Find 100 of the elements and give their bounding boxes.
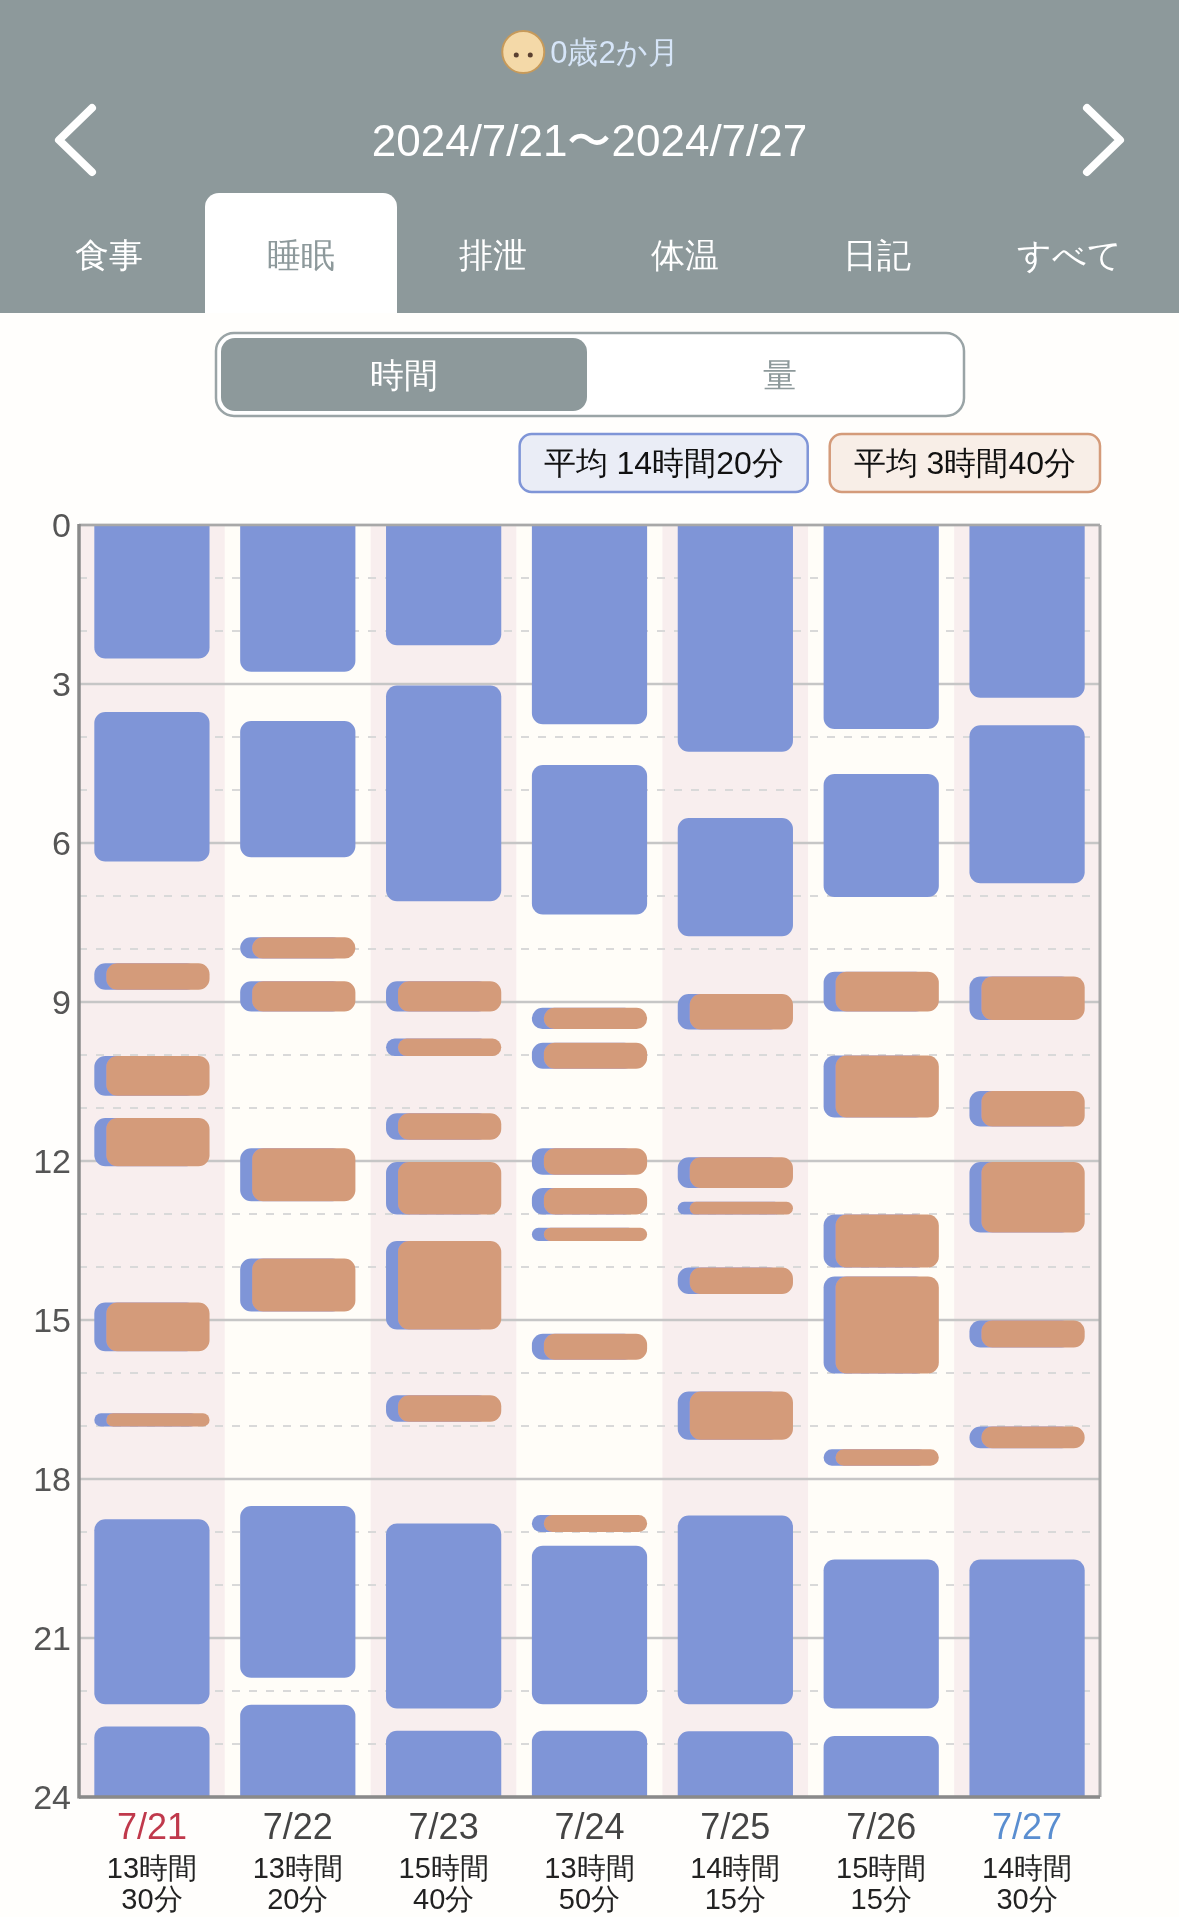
y-tick-label: 24 [33, 1778, 71, 1816]
bar [94, 1519, 210, 1705]
bar [240, 1704, 356, 1797]
bar [543, 1515, 648, 1532]
bar [835, 1214, 939, 1268]
bar [981, 1426, 1085, 1449]
bar [94, 525, 210, 659]
bar [981, 1162, 1085, 1233]
tab-selected: 睡眠 [205, 193, 397, 313]
bar [531, 1730, 648, 1797]
bar [398, 981, 502, 1012]
y-tick-label: 15 [33, 1301, 71, 1339]
y-tick-label: 3 [52, 665, 71, 703]
bar [531, 1545, 648, 1705]
tab-label: 食事 [75, 236, 143, 274]
bar [386, 685, 502, 902]
bar [543, 1042, 648, 1069]
bar [252, 981, 356, 1012]
bar [252, 1258, 356, 1312]
header: 0歳2か月 2024/7/21〜2024/7/27 食事 睡眠 排泄 体温 日記 すべて [0, 0, 1179, 313]
x-tick-label: 7/24 [554, 1805, 625, 1847]
bar [240, 721, 356, 858]
bar [981, 1320, 1085, 1348]
x-tick-label: 7/22 [262, 1805, 333, 1847]
tab-label: すべて [1016, 236, 1122, 274]
bar [689, 994, 793, 1030]
bar [823, 525, 939, 730]
x-tick-label: 7/25 [700, 1805, 771, 1847]
bar [106, 963, 210, 990]
bar [386, 1730, 502, 1797]
tab-label: 排泄 [459, 236, 527, 274]
total-label: 15時間 40分 [398, 1852, 489, 1915]
bar [689, 1157, 793, 1189]
bar [398, 1113, 502, 1140]
bar [398, 1241, 502, 1330]
y-tick-label: 18 [33, 1460, 71, 1498]
bar [240, 1506, 356, 1678]
bar [543, 1148, 648, 1175]
bar [677, 818, 793, 937]
y-tick-label: 9 [52, 983, 71, 1021]
bar [677, 525, 793, 752]
bar [94, 1726, 210, 1797]
bar [969, 1559, 1085, 1797]
total-label: 15時間 15分 [836, 1852, 927, 1915]
bar [531, 525, 648, 725]
bar [543, 1227, 648, 1242]
total-label: 13時間 50分 [544, 1852, 635, 1915]
x-tick-label: 7/23 [408, 1805, 479, 1847]
bar [94, 712, 210, 862]
bar [969, 525, 1085, 698]
bar [677, 1515, 793, 1705]
bar [106, 1056, 210, 1096]
bar [981, 976, 1085, 1021]
bar [835, 1449, 939, 1466]
bar [398, 1395, 502, 1422]
total-label: 13時間 20分 [252, 1852, 343, 1915]
bar [252, 1148, 356, 1202]
bar [106, 1118, 210, 1167]
total-label: 14時間 30分 [981, 1852, 1073, 1915]
toggle-option-selected: 時間 [221, 338, 587, 411]
bar [689, 1267, 793, 1295]
tab-label: 体温 [651, 236, 719, 274]
y-tick-label: 0 [52, 506, 71, 544]
bar [531, 765, 648, 915]
bar [969, 725, 1085, 884]
y-tick-label: 21 [33, 1619, 71, 1657]
bar [240, 525, 356, 672]
bar [398, 1162, 502, 1215]
chart-subtitle: 2024/7/21〜2024/7/27 [371, 115, 808, 165]
toggle-option-label: 量 [763, 356, 797, 394]
x-tick-label: 7/27 [992, 1805, 1063, 1847]
bar [835, 1276, 939, 1374]
legend-label: 平均 14時間20分 [543, 445, 784, 481]
bar [543, 1188, 648, 1215]
bar [106, 1413, 210, 1427]
x-tick-label: 7/26 [846, 1805, 917, 1847]
bar [398, 1038, 502, 1057]
bar [386, 1523, 502, 1709]
tab-label: 日記 [843, 236, 911, 274]
total-label: 14時間 15分 [690, 1852, 781, 1915]
bar [981, 1091, 1085, 1127]
chart-title: 0歳2か月 [550, 34, 679, 70]
bar [823, 1559, 939, 1709]
x-tick-label: 7/21 [116, 1805, 187, 1847]
bar [386, 525, 502, 646]
bar [835, 1055, 939, 1118]
y-tick-label: 6 [52, 824, 71, 862]
bar [689, 1201, 793, 1215]
total-label: 13時間 30分 [106, 1852, 198, 1915]
bar [835, 971, 939, 1012]
bar [689, 1391, 793, 1440]
bar [823, 1736, 939, 1797]
y-tick-label: 12 [33, 1142, 71, 1180]
bar [543, 1007, 648, 1030]
bar [543, 1333, 648, 1360]
legend-label: 平均 3時間40分 [853, 445, 1076, 481]
bar [677, 1731, 793, 1797]
bar [106, 1302, 210, 1352]
bar [252, 937, 356, 959]
bar [823, 774, 939, 898]
